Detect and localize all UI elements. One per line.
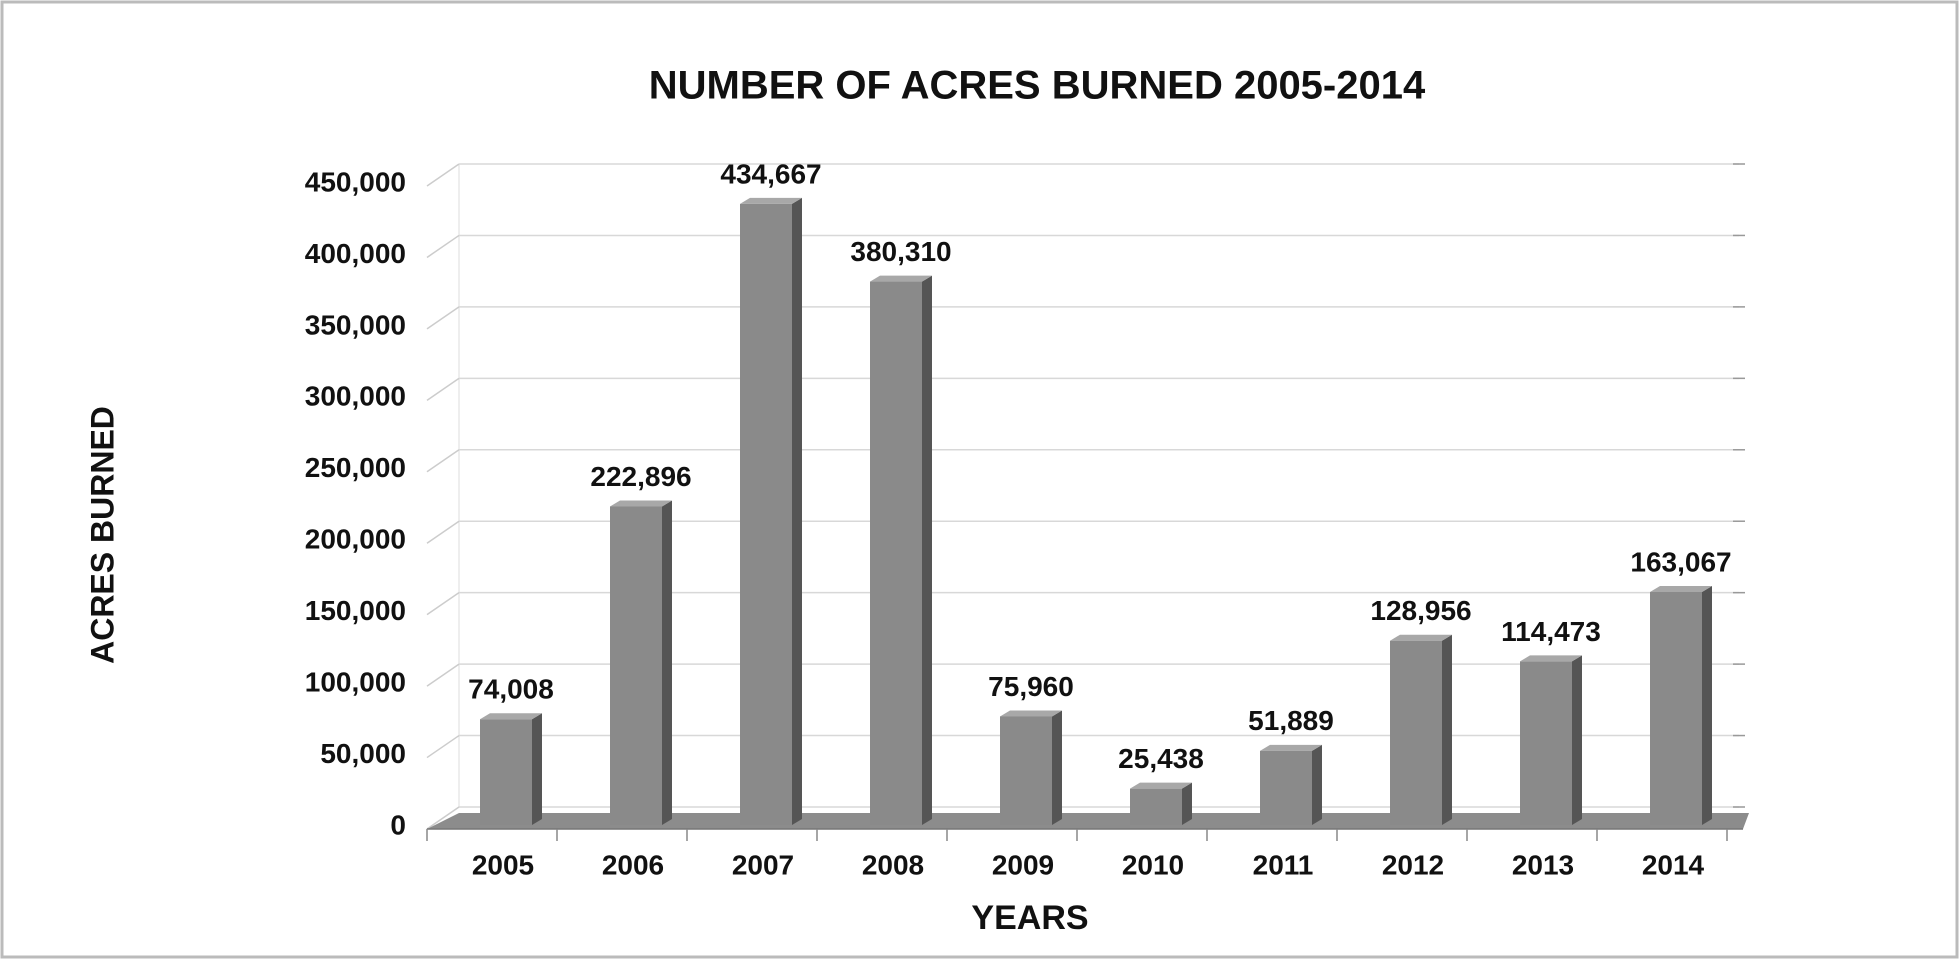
bar-side (1572, 655, 1582, 825)
x-tick-label: 2005 (472, 849, 534, 880)
bar-top (480, 713, 542, 720)
value-label: 74,008 (468, 674, 554, 705)
y-axis-title: ACRES BURNED (84, 406, 120, 664)
chart-title: NUMBER OF ACRES BURNED 2005-2014 (649, 64, 1426, 108)
y-tick-label: 300,000 (305, 381, 406, 412)
bar-side (1442, 634, 1452, 825)
bar-side (792, 197, 802, 825)
y-tick-label: 0 (390, 809, 406, 840)
grid-line (426, 234, 460, 259)
x-axis-title: YEARS (971, 899, 1088, 937)
x-tick-label: 2014 (1642, 849, 1705, 880)
bar-top (740, 197, 802, 204)
bar-side (1052, 710, 1062, 825)
bar (870, 281, 922, 826)
x-tick-label: 2008 (862, 849, 924, 880)
x-tick-label: 2013 (1512, 849, 1574, 880)
value-label: 51,889 (1248, 705, 1334, 736)
bar (1260, 750, 1312, 825)
y-tick-label: 200,000 (305, 524, 406, 555)
value-label: 25,438 (1118, 743, 1204, 774)
bar-top (1130, 782, 1192, 789)
bar (740, 203, 792, 825)
grid-line (426, 663, 460, 687)
grid-line (426, 592, 460, 616)
bar-side (1702, 585, 1712, 825)
bar (1650, 591, 1702, 825)
bar-side (532, 713, 542, 825)
grid-line (426, 306, 460, 330)
y-tick-label: 50,000 (320, 738, 406, 769)
grid-line (426, 520, 460, 544)
bar (610, 506, 662, 825)
grid-line (426, 734, 460, 759)
value-label: 114,473 (1501, 616, 1601, 647)
bar-top (610, 500, 672, 507)
bar-top (1000, 710, 1062, 717)
value-label: 128,956 (1370, 595, 1471, 626)
value-label: 222,896 (590, 461, 691, 492)
x-tick-label: 2009 (992, 849, 1054, 880)
value-label: 380,310 (850, 236, 951, 267)
bar-top (1390, 634, 1452, 641)
x-tick-label: 2012 (1382, 849, 1444, 880)
bar-top (1260, 744, 1322, 751)
bar (1390, 640, 1442, 825)
bar (1000, 716, 1052, 825)
bar-side (922, 275, 932, 826)
y-tick-label: 100,000 (305, 667, 406, 698)
grid-line (426, 377, 460, 401)
y-tick-label: 400,000 (305, 238, 406, 269)
y-tick-label: 250,000 (305, 452, 406, 483)
bar (1520, 661, 1572, 825)
bar-side (1312, 744, 1322, 825)
bar (480, 719, 532, 825)
bar-top (1520, 655, 1582, 662)
grid-line (426, 163, 460, 187)
x-tick-label: 2006 (602, 849, 664, 880)
x-tick-label: 2010 (1122, 849, 1184, 880)
bar-top (870, 275, 932, 282)
bar-top (1650, 585, 1712, 592)
grid-line (426, 806, 460, 830)
y-tick-label: 350,000 (305, 309, 406, 340)
x-tick-label: 2007 (732, 849, 794, 880)
y-tick-label: 450,000 (305, 166, 406, 197)
value-label: 434,667 (720, 158, 821, 189)
y-tick-label: 150,000 (305, 595, 406, 626)
x-tick-label: 2011 (1253, 849, 1314, 880)
value-label: 75,960 (988, 671, 1074, 702)
bar-side (1182, 782, 1192, 825)
bar (1130, 788, 1182, 825)
value-label: 163,067 (1630, 546, 1731, 577)
grid-line (426, 449, 460, 473)
bar-side (662, 500, 672, 825)
